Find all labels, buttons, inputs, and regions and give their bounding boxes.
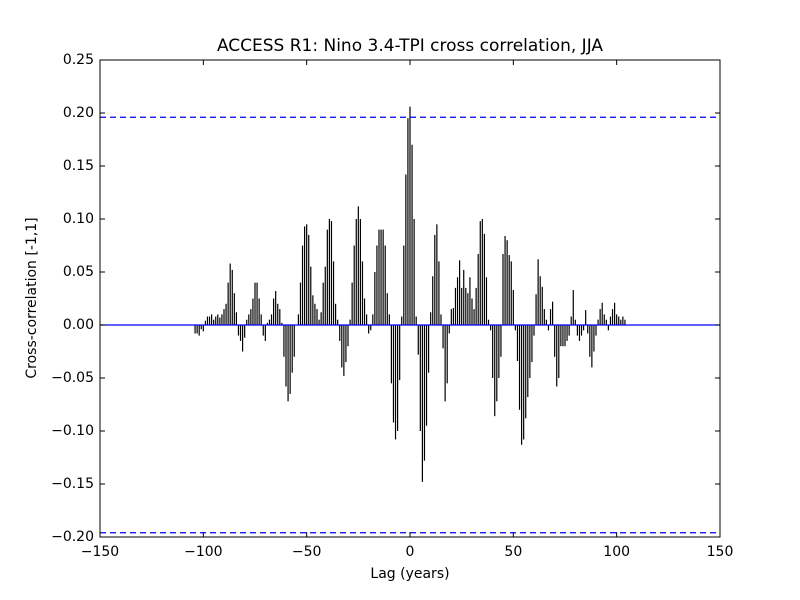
y-tick-label: 0.05 (63, 264, 94, 280)
y-tick-label: 0.10 (63, 211, 94, 227)
y-tick-label: −0.05 (51, 370, 94, 386)
y-tick-label: −0.10 (51, 423, 94, 439)
x-tick-label: −50 (292, 544, 322, 560)
y-tick-label: 0.00 (63, 317, 94, 333)
y-tick-label: 0.25 (63, 52, 94, 68)
x-tick-label: −150 (81, 544, 119, 560)
x-tick-label: 100 (603, 544, 630, 560)
y-tick-label: 0.20 (63, 105, 94, 121)
y-tick-label: −0.20 (51, 529, 94, 545)
chart-title: ACCESS R1: Nino 3.4-TPI cross correlatio… (217, 36, 603, 56)
x-tick-label: 50 (504, 544, 522, 560)
y-axis-label: Cross-correlation [-1,1] (24, 217, 40, 378)
y-tick-label: −0.15 (51, 476, 94, 492)
x-axis-label: Lag (years) (370, 566, 449, 582)
x-tick-label: 0 (406, 544, 415, 560)
x-tick-label: −100 (184, 544, 222, 560)
x-tick-label: 150 (707, 544, 734, 560)
y-tick-label: 0.15 (63, 158, 94, 174)
